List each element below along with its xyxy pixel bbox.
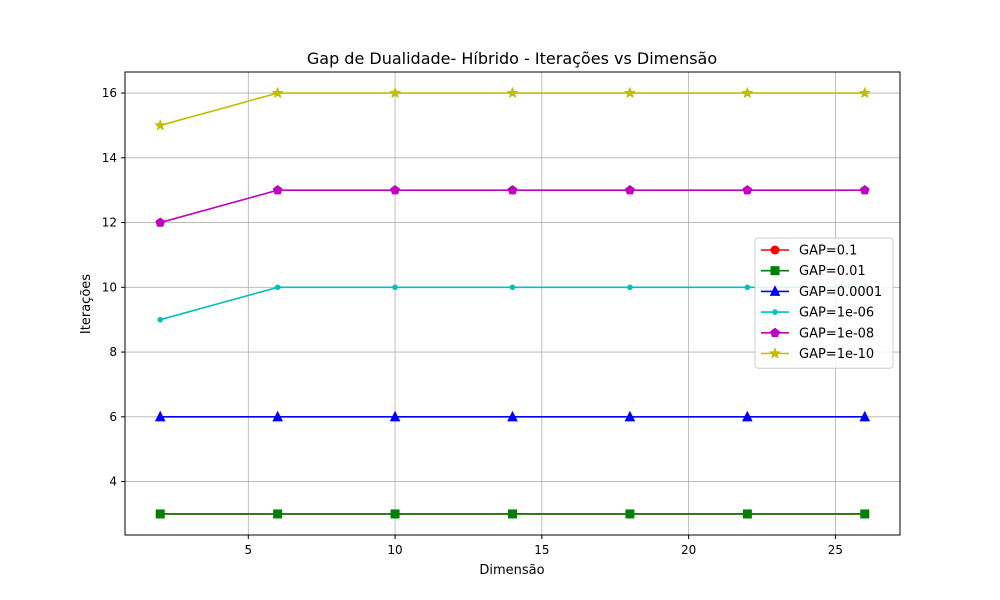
y-tick-label: 6 xyxy=(109,410,117,424)
data-point xyxy=(624,410,636,422)
data-point xyxy=(390,509,400,519)
data-point xyxy=(509,284,516,291)
series-layer xyxy=(154,86,871,519)
data-point xyxy=(742,185,753,195)
data-point xyxy=(859,410,871,422)
legend-marker xyxy=(770,327,780,337)
data-point xyxy=(625,185,635,195)
series-3 xyxy=(154,410,871,422)
series-5 xyxy=(155,185,870,227)
data-point xyxy=(272,185,283,195)
y-tick-label: 14 xyxy=(102,151,117,165)
data-point xyxy=(507,185,518,195)
legend-marker xyxy=(769,285,781,296)
x-tick-label: 25 xyxy=(828,543,843,557)
data-point xyxy=(744,284,751,291)
legend-item: GAP=0.01 xyxy=(761,264,866,279)
data-point xyxy=(508,509,517,519)
legend-label: GAP=1e-10 xyxy=(799,347,874,362)
y-tick-label: 16 xyxy=(102,86,117,100)
legend-marker xyxy=(770,245,780,255)
x-tick-label: 10 xyxy=(387,543,402,557)
legend-marker xyxy=(770,266,780,276)
data-point xyxy=(154,410,166,422)
data-point xyxy=(860,509,870,519)
x-tick-label: 5 xyxy=(244,543,252,557)
data-point xyxy=(742,410,753,422)
axis-ticks: 5 10 15 20 25 4 6 8 10 12 14 16 xyxy=(102,86,843,557)
legend-label: GAP=1e-08 xyxy=(799,326,874,341)
legend: GAP=0.1 GAP=0.01 GAP=0.0001 GAP=1e-06 GAP=1e… xyxy=(754,237,894,369)
legend-box xyxy=(754,237,894,369)
legend-label: GAP=0.01 xyxy=(799,264,866,279)
data-point xyxy=(507,410,518,422)
data-point xyxy=(623,86,636,99)
plot-frame xyxy=(124,71,901,536)
data-point xyxy=(389,86,402,99)
x-tick-label: 15 xyxy=(534,543,549,557)
y-tick-label: 10 xyxy=(102,280,117,294)
data-point xyxy=(389,410,401,422)
legend-item: GAP=0.0001 xyxy=(761,285,882,300)
legend-marker xyxy=(772,309,778,315)
data-point xyxy=(155,509,165,519)
series-6 xyxy=(154,86,871,131)
data-point xyxy=(627,284,633,291)
y-tick-label: 12 xyxy=(102,216,117,230)
data-point xyxy=(157,316,164,323)
chart-title: Gap de Dualidade- Híbrido - Iterações vs… xyxy=(307,49,717,68)
data-point xyxy=(154,119,167,131)
data-point xyxy=(274,284,281,291)
data-point xyxy=(272,410,283,422)
data-point xyxy=(741,86,754,99)
y-tick-label: 8 xyxy=(109,345,117,359)
data-point xyxy=(155,217,166,227)
data-point xyxy=(271,86,284,99)
data-point xyxy=(392,284,398,291)
data-point xyxy=(390,185,400,195)
data-point xyxy=(506,86,519,99)
legend-label: GAP=0.1 xyxy=(799,244,857,259)
legend-item: GAP=0.1 xyxy=(761,244,857,259)
series-2 xyxy=(155,509,870,519)
legend-marker xyxy=(768,347,782,359)
data-point xyxy=(858,86,871,99)
y-axis-label: Iterações xyxy=(79,274,94,334)
legend-label: GAP=1e-06 xyxy=(799,306,874,321)
data-point xyxy=(742,509,752,519)
data-point xyxy=(625,509,635,519)
data-point xyxy=(859,185,870,195)
legend-label: GAP=0.0001 xyxy=(799,285,882,300)
legend-item: GAP=1e-08 xyxy=(761,326,874,341)
data-point xyxy=(273,509,283,519)
x-axis-label: Dimensão xyxy=(479,563,544,578)
y-tick-label: 4 xyxy=(109,475,117,489)
x-tick-label: 20 xyxy=(681,543,696,557)
legend-item: GAP=1e-06 xyxy=(761,306,874,321)
legend-item: GAP=1e-10 xyxy=(761,347,874,362)
